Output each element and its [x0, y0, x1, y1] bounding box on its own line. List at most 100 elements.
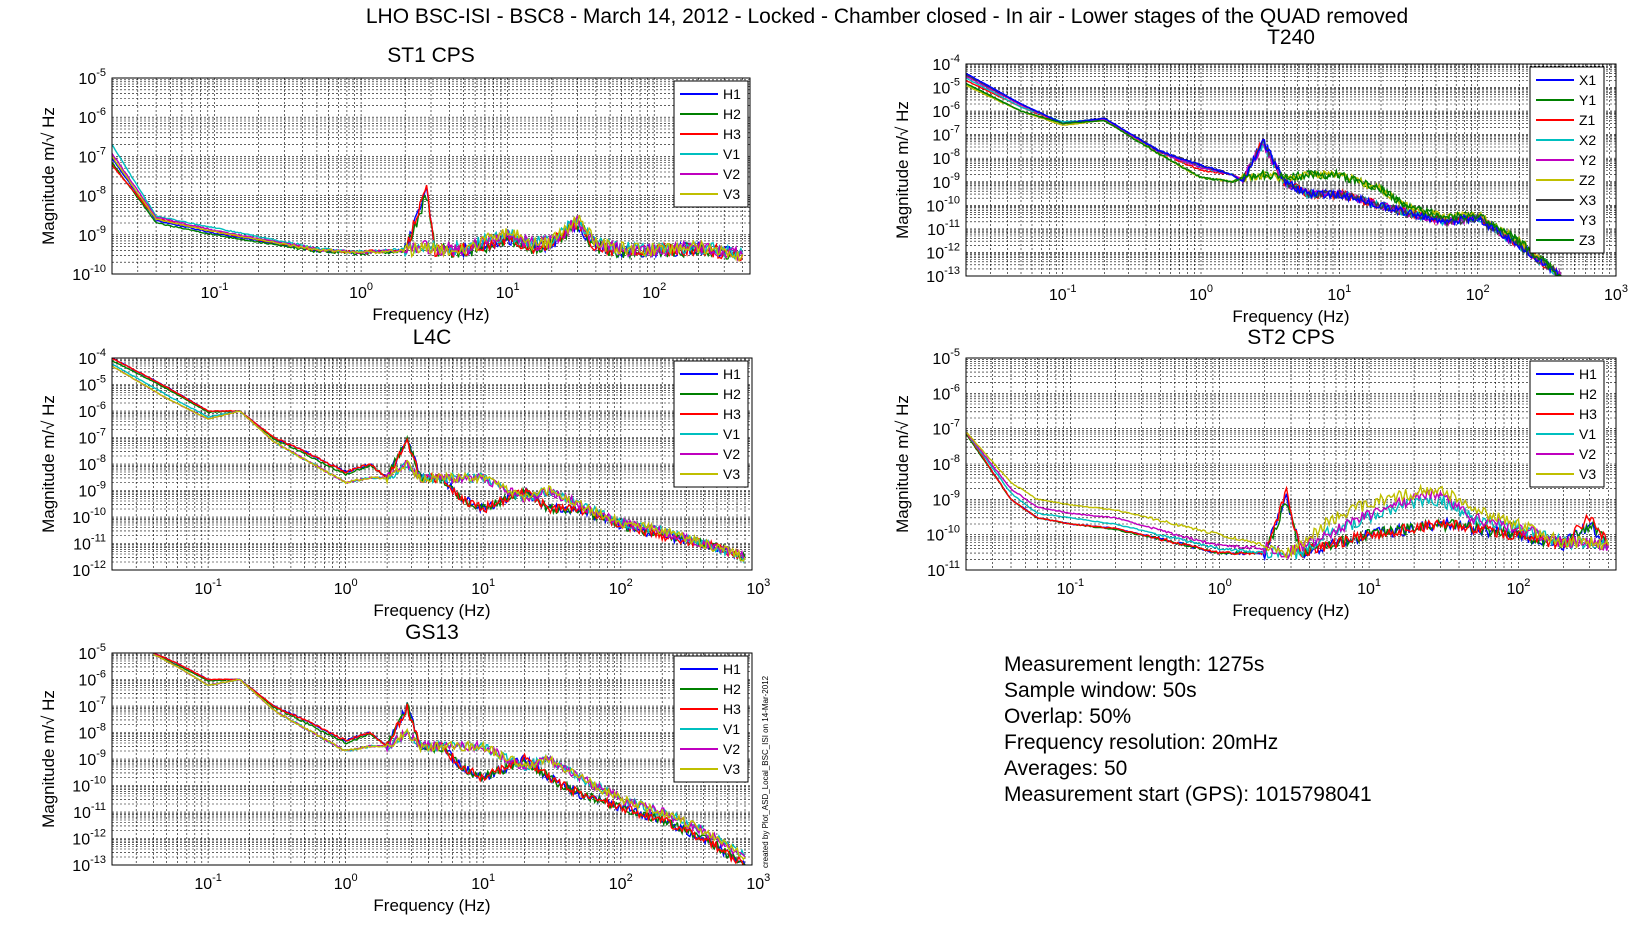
x-tick-label: 100: [1208, 577, 1232, 598]
x-tick-label: 101: [1327, 283, 1351, 304]
y-tick-label: 10-6: [78, 669, 106, 690]
x-tick-label: 103: [746, 872, 770, 893]
y-tick-label: 10-6: [78, 106, 106, 127]
legend-label: V1: [723, 721, 740, 737]
series-line-v3: [112, 365, 746, 562]
legend-item: V3: [680, 761, 740, 777]
y-tick-label: 10-5: [78, 374, 106, 395]
x-axis-label: Frequency (Hz): [372, 305, 489, 324]
legend-item: Z3: [1536, 232, 1596, 248]
legend-item: X1: [1536, 72, 1596, 88]
legend-item: V1: [680, 426, 740, 442]
y-tick-label: 10-7: [78, 695, 106, 716]
legend-label: Y1: [1579, 92, 1596, 108]
y-tick-label: 10-5: [932, 77, 960, 98]
y-tick-label: 10-8: [78, 185, 106, 206]
chart-title: ST1 CPS: [387, 44, 475, 67]
info-line: Measurement start (GPS): 1015798041: [1004, 783, 1372, 806]
y-axis-label: Magnitude m/√ Hz: [893, 395, 912, 533]
y-tick-label: 10-7: [78, 427, 106, 448]
y-tick-label: 10-10: [72, 775, 106, 796]
axes-frame: [111, 77, 751, 275]
info-line: Averages: 50: [1004, 757, 1127, 780]
credit-note: created by Plot_ASD_Local_BSC_ISI on 14-…: [761, 675, 770, 868]
chart-gs13: 10-1 100 101 102 103 10-13 10-12 10-11 10-10 10-9…: [39, 621, 770, 915]
series-line-h3: [152, 653, 745, 865]
chart-title: ST2 CPS: [1247, 326, 1335, 349]
legend-label: V3: [1579, 466, 1596, 482]
y-tick-label: 10-8: [932, 147, 960, 168]
legend-item: H3: [680, 406, 741, 422]
y-tick-label: 10-10: [72, 263, 106, 284]
chart-title: L4C: [413, 326, 452, 349]
legend-item: H2: [1536, 386, 1597, 402]
y-tick-label: 10-4: [932, 53, 960, 74]
y-tick-label: 10-13: [926, 265, 960, 286]
x-tick-label: 103: [746, 577, 770, 598]
legend: H1 H2 H3 V1 V2 V3: [673, 360, 749, 488]
legend-item: Z1: [1536, 112, 1596, 128]
y-tick-label: 10-9: [78, 480, 106, 501]
y-tick-label: 10-12: [72, 559, 106, 580]
legend-label: H1: [723, 86, 741, 102]
info-line: Overlap: 50%: [1004, 705, 1131, 728]
x-tick-label: 10-1: [194, 577, 222, 598]
series-line-v3: [153, 653, 746, 861]
legend-item: V2: [680, 741, 740, 757]
grid-lines: [112, 358, 752, 570]
legend-label: V1: [1579, 426, 1596, 442]
figure-suptitle: LHO BSC-ISI - BSC8 - March 14, 2012 - Lo…: [366, 5, 1408, 28]
x-tick-label: 102: [609, 577, 633, 598]
legend-item: V1: [1536, 426, 1596, 442]
series-line-h3: [966, 431, 1609, 559]
axes-frame: [111, 357, 753, 571]
y-axis-label: Magnitude m/√ Hz: [39, 690, 58, 828]
legend-label: H3: [723, 406, 741, 422]
x-tick-label: 102: [642, 281, 666, 302]
legend-item: H3: [680, 701, 741, 717]
legend-item: Y1: [1536, 92, 1596, 108]
y-tick-label: 10-5: [78, 642, 106, 663]
legend-label: V2: [723, 446, 740, 462]
series-line-v2: [112, 153, 744, 262]
legend-item: Z2: [1536, 172, 1596, 188]
y-tick-label: 10-8: [78, 722, 106, 743]
legend-label: V2: [1579, 446, 1596, 462]
y-tick-label: 10-11: [927, 218, 960, 239]
legend-item: Y2: [1536, 152, 1596, 168]
measurement-info: Measurement length: 1275s Sample window: …: [1004, 653, 1372, 806]
legend-label: H1: [723, 661, 741, 677]
y-tick-label: 10-8: [932, 453, 960, 474]
legend-label: H3: [1579, 406, 1597, 422]
legend: H1 H2 H3 V1 V2 V3: [673, 655, 749, 783]
y-tick-label: 10-11: [73, 801, 106, 822]
legend-label: Z2: [1579, 172, 1596, 188]
y-tick-label: 10-6: [932, 382, 960, 403]
y-tick-label: 10-8: [78, 453, 106, 474]
x-axis-label: Frequency (Hz): [373, 601, 490, 620]
legend-item: H1: [680, 366, 741, 382]
legend-item: H2: [680, 681, 741, 697]
y-axis-label: Magnitude m/√ Hz: [893, 101, 912, 239]
x-tick-label: 100: [349, 281, 373, 302]
legend-item: H2: [680, 386, 741, 402]
legend-item: H2: [680, 106, 741, 122]
legend-label: H2: [723, 106, 741, 122]
x-tick-label: 10-1: [194, 872, 222, 893]
legend-item: Y3: [1536, 212, 1596, 228]
x-tick-label: 103: [1604, 283, 1628, 304]
x-tick-label: 101: [471, 577, 495, 598]
x-tick-label: 102: [609, 872, 633, 893]
info-line: Frequency resolution: 20mHz: [1004, 731, 1278, 754]
legend-label: H1: [723, 366, 741, 382]
axes-frame: [965, 63, 1617, 277]
series-line-v3: [112, 156, 744, 262]
legend-label: V1: [723, 146, 740, 162]
legend-item: H1: [1536, 366, 1597, 382]
legend-item: V1: [680, 146, 740, 162]
x-tick-label: 102: [1466, 283, 1490, 304]
info-line: Sample window: 50s: [1004, 679, 1197, 702]
legend-label: V2: [723, 166, 740, 182]
legend-label: H3: [723, 126, 741, 142]
